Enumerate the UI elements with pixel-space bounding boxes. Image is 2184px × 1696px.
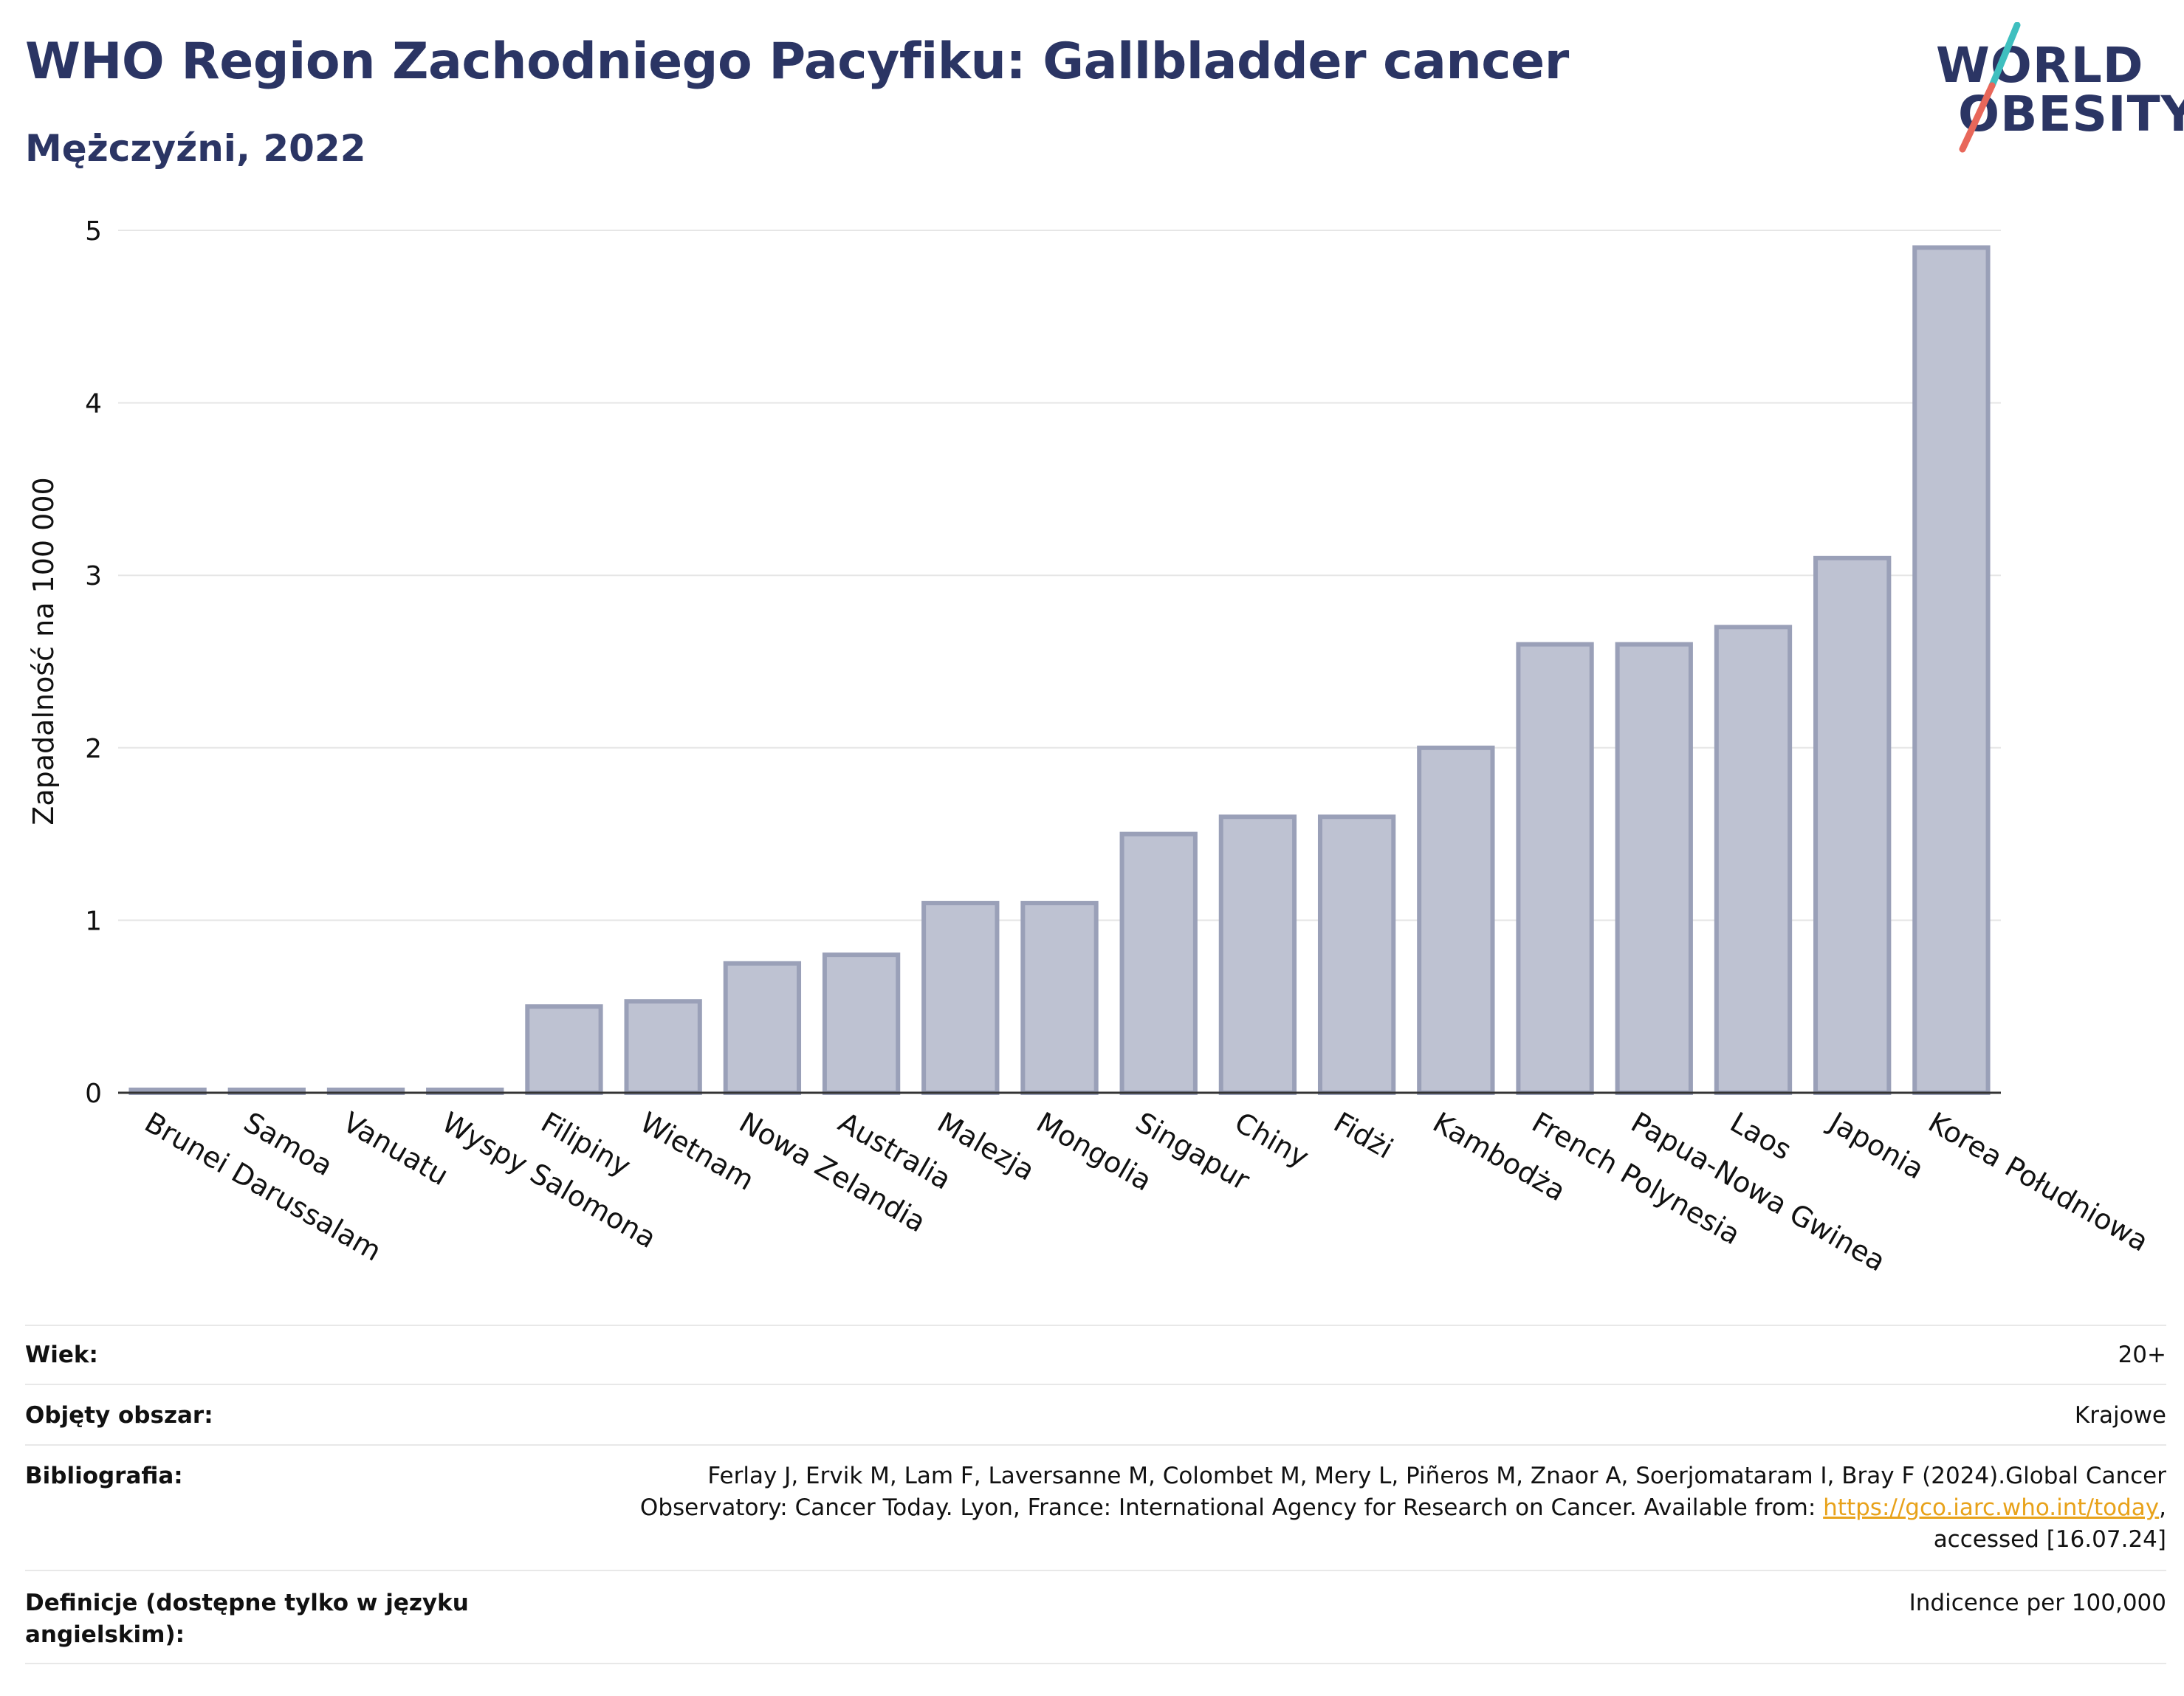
bibliography-label: Bibliografia: <box>25 1463 183 1489</box>
y-tick-label: 3 <box>85 561 102 591</box>
logo-word-world: WORLD <box>1936 37 2144 94</box>
info-row-coverage: Objęty obszar: Krajowe <box>25 1385 2166 1446</box>
x-tick-label: Vanuatu <box>337 1106 454 1192</box>
world-obesity-logo: WORLD OBESITY <box>1927 22 2184 155</box>
x-tick-label: Laos <box>1725 1106 1797 1167</box>
bibliography-text-2: Observatory: Cancer Today. Lyon, France:… <box>639 1494 1824 1521</box>
bibliography-text-3: , <box>2159 1494 2166 1521</box>
age-label: Wiek: <box>25 1342 98 1368</box>
bar-laos <box>1714 625 1793 1095</box>
coverage-value: Krajowe <box>2074 1402 2166 1429</box>
coverage-label: Objęty obszar: <box>25 1402 213 1429</box>
chart-subtitle: Mężczyźni, 2022 <box>25 127 366 170</box>
bar-nowa-zelandia <box>723 961 802 1096</box>
definitions-label: Definicje (dostępne tylko w języku angie… <box>25 1590 469 1648</box>
y-tick-label: 2 <box>85 734 102 764</box>
bibliography-link[interactable]: https://gco.iarc.who.int/today <box>1823 1494 2160 1521</box>
bar-malezja <box>921 901 1000 1095</box>
bar-french-polynesia <box>1516 642 1594 1095</box>
age-value: 20+ <box>2118 1342 2166 1368</box>
info-row-bibliography: Bibliografia: Ferlay J, Ervik M, Lam F, … <box>25 1446 2166 1571</box>
bibliography-value: Ferlay J, Ervik M, Lam F, Laversanne M, … <box>640 1460 2166 1556</box>
y-tick-label: 4 <box>85 389 102 419</box>
info-row-definitions: Definicje (dostępne tylko w języku angie… <box>25 1571 2166 1664</box>
bar-filipiny <box>525 1004 603 1095</box>
definitions-value: Indicence per 100,000 <box>1909 1590 2166 1616</box>
y-tick-label: 5 <box>85 216 102 247</box>
y-tick-label: 0 <box>85 1079 102 1109</box>
y-tick-label: 1 <box>85 906 102 936</box>
bars <box>128 245 1991 1096</box>
x-tick-label: Wietnam <box>635 1106 760 1197</box>
bar-singapur <box>1119 831 1198 1095</box>
logo-word-obesity: OBESITY <box>1958 86 2184 143</box>
bar-korea-południowa <box>1912 245 1991 1096</box>
bar-papua-nowa-gwinea <box>1615 642 1693 1095</box>
bar-chiny <box>1218 814 1297 1095</box>
bar-wietnam <box>624 999 702 1096</box>
bibliography-text-4: accessed [16.07.24] <box>1933 1526 2166 1553</box>
logo-slash-icon <box>1959 22 2021 153</box>
x-tick-label: Japonia <box>1822 1105 1929 1186</box>
y-axis-label: Zapadalność na 100 000 <box>27 477 60 825</box>
x-tick-label: Korea Południowa <box>1923 1106 2154 1258</box>
bar-mongolia <box>1020 901 1099 1095</box>
info-table: Wiek: 20+ Objęty obszar: Krajowe Bibliog… <box>25 1325 2166 1664</box>
bar-fidżi <box>1317 814 1396 1095</box>
bibliography-text-1: Ferlay J, Ervik M, Lam F, Laversanne M, … <box>707 1463 2166 1489</box>
bar-kambodża <box>1417 745 1495 1095</box>
chart-title: WHO Region Zachodniego Pacyfiku: Gallbla… <box>25 32 1569 91</box>
bar-australia <box>822 952 901 1095</box>
x-tick-label: Fidżi <box>1328 1106 1398 1165</box>
bar-japonia <box>1813 555 1892 1095</box>
info-row-age: Wiek: 20+ <box>25 1326 2166 1385</box>
